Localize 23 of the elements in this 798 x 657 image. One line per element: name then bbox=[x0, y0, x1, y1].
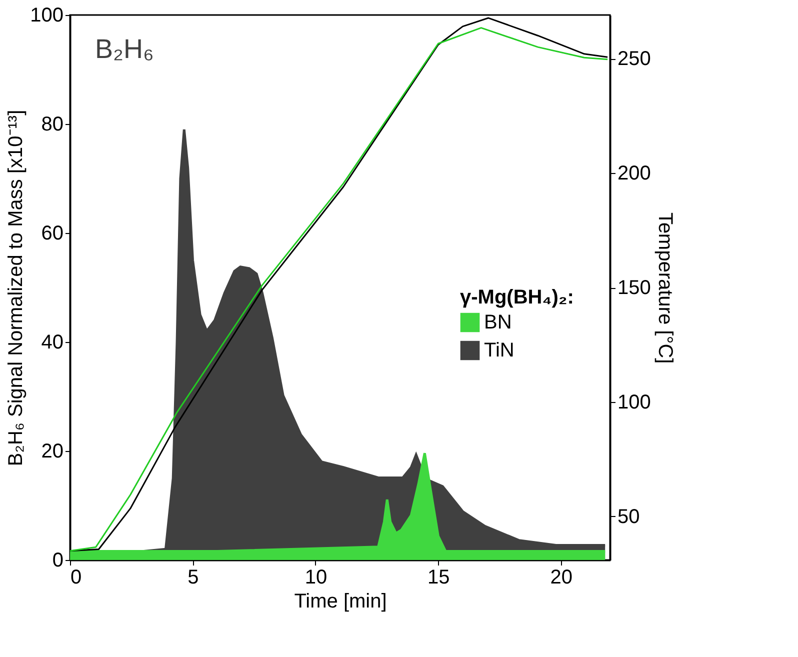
y-tick-label: 60 bbox=[41, 222, 64, 244]
y2-tick-label: 250 bbox=[618, 48, 651, 70]
x-tick-label: 5 bbox=[188, 566, 199, 588]
y-axis-title: B₂H₆ Signal Normalized to Mass [x10⁻¹³] bbox=[5, 110, 28, 466]
y-tick-label: 20 bbox=[41, 440, 64, 462]
y2-tick-label: 200 bbox=[618, 162, 651, 185]
y-tick-label: 0 bbox=[52, 550, 64, 572]
y2-tick-label: 50 bbox=[618, 506, 640, 528]
y-tick-label: 80 bbox=[41, 114, 64, 136]
legend-title: γ-Mg(BH₄)₂: bbox=[460, 286, 574, 308]
legend-label: BN bbox=[484, 312, 512, 334]
x-axis-title: Time [min] bbox=[294, 590, 387, 612]
legend-label: TiN bbox=[484, 340, 514, 362]
y2-tick-label: 100 bbox=[618, 391, 651, 414]
x-tick-label: 15 bbox=[428, 566, 450, 588]
x-tick-label: 20 bbox=[550, 566, 573, 588]
y2-tick-label: 150 bbox=[618, 277, 651, 299]
y2-axis-title: Temperature [°C] bbox=[654, 212, 676, 364]
x-tick-label: 10 bbox=[304, 566, 328, 588]
y-tick-label: 100 bbox=[30, 4, 64, 26]
annotation: B₂H₆ bbox=[95, 34, 154, 64]
y-tick-label: 40 bbox=[41, 332, 64, 354]
x-tick-label: 0 bbox=[70, 566, 82, 588]
